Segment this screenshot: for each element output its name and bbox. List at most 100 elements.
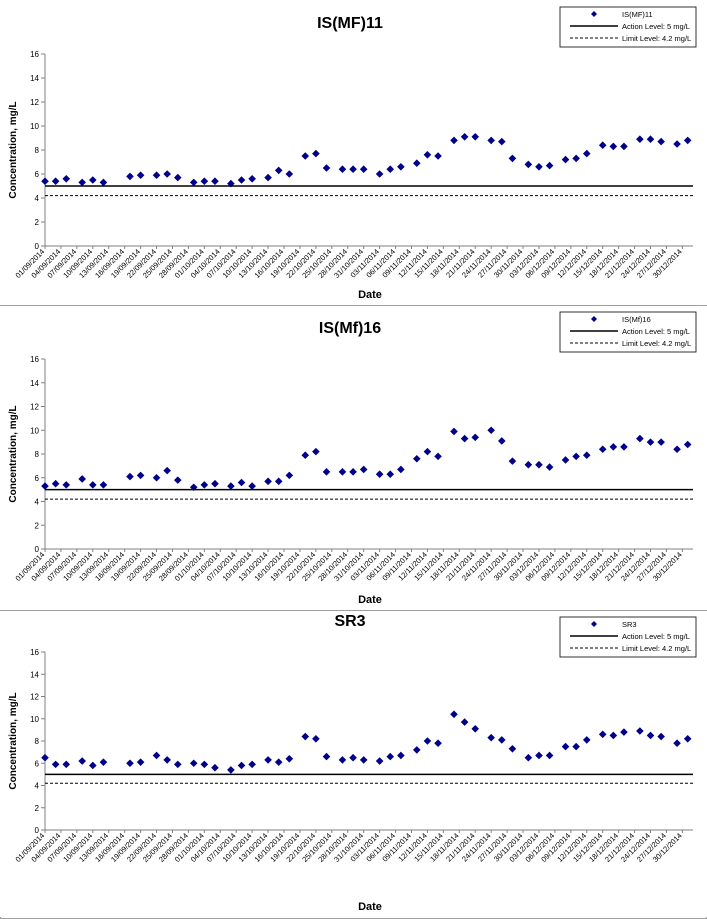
data-point-is-mf-16 — [274, 477, 283, 486]
data-point-sr3 — [497, 736, 506, 744]
data-point-sr3 — [274, 758, 283, 766]
data-point-sr3 — [561, 742, 570, 751]
legend-label: Limit Level: 4.2 mg/L — [622, 34, 691, 43]
data-point-sr3 — [211, 763, 219, 772]
data-point-is-mf-16 — [285, 471, 294, 480]
data-point-is-mf-16 — [152, 473, 161, 482]
legend-label: SR3 — [622, 620, 637, 629]
data-point-sr3 — [322, 752, 331, 761]
y-tick-label: 12 — [30, 693, 39, 702]
data-point-is-mf-11 — [535, 163, 543, 171]
legend-box — [559, 311, 697, 353]
data-point-is-mf-11 — [189, 178, 198, 187]
data-point-is-mf-16 — [136, 471, 145, 480]
panel-divider — [0, 610, 707, 611]
data-point-is-mf-11 — [397, 163, 405, 171]
data-point-is-mf-16 — [397, 465, 405, 474]
data-point-sr3 — [248, 760, 256, 769]
data-point-sr3 — [397, 751, 405, 760]
data-point-sr3 — [173, 760, 182, 769]
data-point-is-mf-11 — [545, 161, 554, 170]
y-tick-label: 6 — [35, 170, 40, 179]
data-point-is-mf-16 — [375, 470, 384, 478]
data-point-is-mf-11 — [434, 152, 442, 160]
data-point-is-mf-11 — [163, 170, 171, 178]
data-point-is-mf-16 — [51, 479, 60, 488]
data-point-is-mf-11 — [413, 159, 421, 167]
x-axis-label: Date — [358, 594, 382, 606]
data-point-sr3 — [285, 755, 294, 763]
data-point-is-mf-16 — [78, 475, 86, 483]
data-point-is-mf-11 — [375, 170, 384, 178]
data-point-is-mf-16 — [386, 470, 395, 478]
data-point-is-mf-11 — [248, 175, 256, 183]
data-point-is-mf-16 — [535, 460, 543, 469]
data-point-is-mf-11 — [41, 177, 49, 185]
data-point-sr3 — [450, 710, 458, 719]
y-tick-label: 2 — [35, 521, 40, 530]
data-point-sr3 — [683, 734, 692, 743]
y-tick-label: 14 — [30, 379, 39, 388]
data-point-sr3 — [163, 756, 171, 764]
data-point-sr3 — [460, 718, 469, 726]
chart-title: SR3 — [334, 613, 365, 630]
data-point-is-mf-16 — [657, 438, 665, 446]
data-point-is-mf-16 — [301, 451, 310, 459]
y-tick-label: 10 — [30, 426, 39, 435]
data-point-is-mf-16 — [434, 452, 442, 461]
data-point-is-mf-11 — [620, 142, 628, 151]
legend-label: Action Level: 5 mg/L — [622, 632, 690, 641]
data-point-is-mf-16 — [572, 452, 580, 461]
data-point-is-mf-11 — [657, 137, 665, 146]
data-point-is-mf-11 — [423, 151, 432, 159]
legend-label: Action Level: 5 mg/L — [622, 327, 690, 336]
data-point-is-mf-11 — [646, 135, 655, 143]
legend-label: IS(Mf)16 — [622, 315, 651, 324]
data-point-sr3 — [126, 759, 134, 768]
data-point-is-mf-16 — [683, 440, 692, 449]
data-point-sr3 — [99, 758, 108, 766]
data-point-is-mf-16 — [99, 481, 108, 489]
data-point-sr3 — [375, 757, 384, 765]
data-point-is-mf-11 — [508, 154, 517, 163]
data-point-sr3 — [636, 727, 644, 735]
data-point-is-mf-16 — [62, 481, 71, 489]
data-point-is-mf-16 — [413, 454, 421, 463]
data-point-is-mf-16 — [460, 434, 469, 443]
data-point-is-mf-11 — [237, 176, 246, 184]
data-point-is-mf-16 — [237, 478, 246, 487]
data-point-sr3 — [41, 753, 49, 762]
data-point-sr3 — [189, 759, 198, 768]
x-axis-label: Date — [358, 901, 382, 913]
data-point-is-mf-11 — [609, 142, 618, 151]
data-point-sr3 — [264, 756, 272, 764]
data-point-is-mf-11 — [359, 165, 368, 173]
data-point-is-mf-11 — [497, 137, 506, 146]
data-point-sr3 — [646, 731, 655, 740]
y-tick-label: 0 — [35, 545, 40, 554]
chart-panel-2: IS(Mf)16 0 2 4 6 8 10 12 14 16 Concentration, mg/L… — [0, 306, 707, 610]
data-point-is-mf-16 — [200, 481, 209, 489]
data-point-is-mf-11 — [561, 155, 570, 164]
panel-divider — [0, 305, 707, 306]
data-point-is-mf-11 — [285, 170, 294, 178]
data-point-is-mf-11 — [89, 176, 97, 184]
data-point-is-mf-16 — [248, 482, 256, 490]
y-tick-label: 8 — [35, 146, 40, 155]
y-tick-label: 10 — [30, 122, 39, 131]
data-point-sr3 — [62, 760, 71, 769]
data-point-is-mf-16 — [598, 445, 607, 454]
data-point-sr3 — [487, 733, 495, 742]
y-tick-label: 0 — [35, 826, 40, 835]
data-point-is-mf-16 — [487, 426, 495, 435]
legend-box — [559, 6, 697, 48]
data-point-sr3 — [301, 732, 310, 741]
data-point-is-mf-11 — [51, 177, 60, 185]
chart-ismf16: IS(Mf)16 0 2 4 6 8 10 12 14 16 Concentration, mg/L… — [8, 311, 697, 606]
data-point-is-mf-16 — [423, 447, 432, 456]
data-point-is-mf-16 — [508, 457, 517, 465]
data-point-is-mf-16 — [673, 445, 681, 454]
data-point-sr3 — [152, 751, 161, 760]
y-tick-label: 16 — [30, 50, 39, 59]
